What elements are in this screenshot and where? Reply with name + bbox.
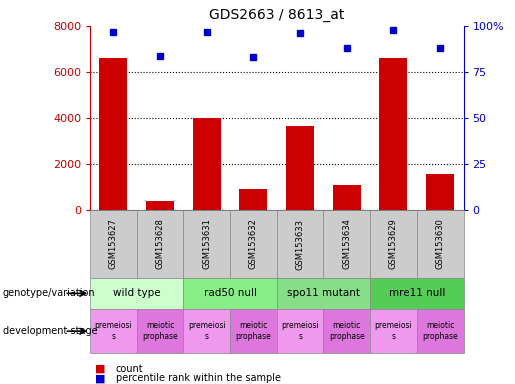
Bar — [193, 118, 221, 210]
Bar — [380, 58, 407, 210]
Text: count: count — [116, 364, 144, 374]
Text: ■: ■ — [95, 373, 106, 383]
Bar — [99, 58, 128, 210]
Bar — [323, 210, 370, 278]
Text: premeiosi
s: premeiosi s — [374, 321, 413, 341]
Bar — [370, 210, 417, 278]
Text: meiotic
prophase: meiotic prophase — [142, 321, 178, 341]
Bar — [286, 126, 314, 210]
Bar — [230, 309, 277, 353]
Text: mre11 null: mre11 null — [389, 288, 445, 298]
Text: GSM153634: GSM153634 — [342, 218, 351, 270]
Bar — [426, 174, 454, 210]
Bar — [370, 278, 464, 309]
Bar — [323, 309, 370, 353]
Text: GSM153628: GSM153628 — [156, 218, 165, 270]
Bar — [277, 210, 323, 278]
Text: GSM153629: GSM153629 — [389, 218, 398, 270]
Bar — [277, 278, 370, 309]
Text: premeiosi
s: premeiosi s — [188, 321, 226, 341]
Bar — [90, 278, 183, 309]
Text: GSM153632: GSM153632 — [249, 218, 258, 270]
Text: GSM153630: GSM153630 — [436, 218, 444, 270]
Text: rad50 null: rad50 null — [203, 288, 256, 298]
Text: meiotic
prophase: meiotic prophase — [235, 321, 271, 341]
Text: GSM153631: GSM153631 — [202, 218, 211, 270]
Bar — [183, 278, 277, 309]
Bar — [90, 210, 137, 278]
Bar — [90, 309, 137, 353]
Bar — [137, 210, 183, 278]
Bar — [417, 309, 464, 353]
Text: GSM153633: GSM153633 — [296, 218, 305, 270]
Text: meiotic
prophase: meiotic prophase — [422, 321, 458, 341]
Bar — [146, 201, 174, 210]
Text: meiotic
prophase: meiotic prophase — [329, 321, 365, 341]
Bar — [137, 309, 183, 353]
Bar — [183, 309, 230, 353]
Text: percentile rank within the sample: percentile rank within the sample — [116, 373, 281, 383]
Text: GSM153627: GSM153627 — [109, 218, 118, 270]
Title: GDS2663 / 8613_at: GDS2663 / 8613_at — [209, 8, 345, 22]
Text: spo11 mutant: spo11 mutant — [287, 288, 360, 298]
Bar — [333, 185, 361, 210]
Text: premeiosi
s: premeiosi s — [281, 321, 319, 341]
Bar — [370, 309, 417, 353]
Text: genotype/variation: genotype/variation — [3, 288, 95, 298]
Bar — [417, 210, 464, 278]
Text: premeiosi
s: premeiosi s — [95, 321, 132, 341]
Bar — [277, 309, 323, 353]
Text: wild type: wild type — [113, 288, 161, 298]
Text: ■: ■ — [95, 364, 106, 374]
Bar — [239, 189, 267, 210]
Text: development stage: development stage — [3, 326, 97, 336]
Bar — [230, 210, 277, 278]
Bar — [183, 210, 230, 278]
